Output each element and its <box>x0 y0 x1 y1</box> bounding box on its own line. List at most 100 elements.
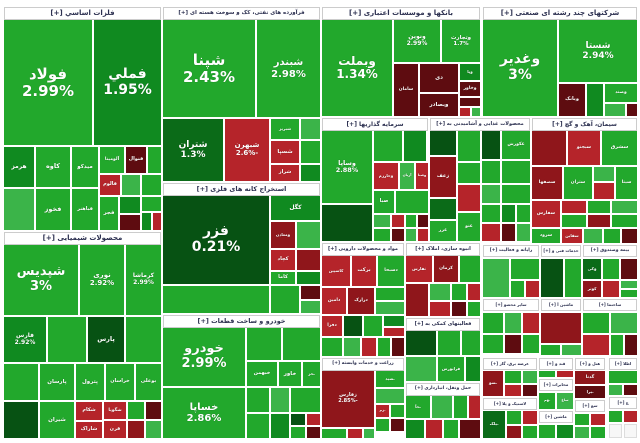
sector-header[interactable]: ع [+] <box>609 397 637 409</box>
stock-tile[interactable] <box>297 272 320 284</box>
stock-tile[interactable] <box>142 175 161 195</box>
stock-tile[interactable] <box>4 189 34 230</box>
stock-tile[interactable]: شتران 1.3% <box>163 119 223 181</box>
stock-tile[interactable] <box>126 317 161 362</box>
stock-tile[interactable] <box>482 161 500 183</box>
stock-tile[interactable] <box>462 331 480 355</box>
stock-tile[interactable] <box>430 199 456 219</box>
stock-tile[interactable]: وساپا 2.88% <box>322 131 372 203</box>
stock-tile[interactable]: هرمز <box>4 147 34 187</box>
stock-tile[interactable]: ـسو <box>483 371 503 396</box>
sector-header[interactable]: لاستیک و پلا [+] <box>483 398 537 410</box>
stock-tile[interactable]: فملي 1.95% <box>94 20 161 145</box>
stock-tile[interactable] <box>604 229 620 243</box>
stock-tile[interactable] <box>297 250 320 270</box>
sector-header[interactable]: سع [+] <box>575 400 605 412</box>
stock-tile[interactable] <box>406 215 416 227</box>
stock-tile[interactable] <box>523 313 539 333</box>
stock-tile[interactable]: برکت <box>352 256 376 286</box>
stock-tile[interactable]: سشرق <box>602 131 637 165</box>
stock-tile[interactable] <box>376 389 404 403</box>
stock-tile[interactable] <box>583 335 609 355</box>
stock-tile[interactable] <box>376 302 404 314</box>
stock-tile[interactable]: فولاد 2.99% <box>4 20 92 145</box>
stock-tile[interactable]: پارسان <box>40 364 74 400</box>
stock-tile[interactable] <box>247 388 269 412</box>
stock-tile[interactable] <box>523 385 537 396</box>
stock-tile[interactable]: سقاین <box>562 229 582 243</box>
stock-tile[interactable] <box>532 131 566 165</box>
stock-tile[interactable] <box>396 191 428 213</box>
stock-tile[interactable] <box>392 215 404 227</box>
stock-tile[interactable] <box>603 259 619 279</box>
stock-tile[interactable] <box>128 421 144 438</box>
stock-tile[interactable] <box>426 420 442 438</box>
stock-tile[interactable] <box>624 411 637 422</box>
stock-tile[interactable]: فباهنر <box>72 189 98 230</box>
stock-tile[interactable] <box>392 338 404 356</box>
stock-tile[interactable] <box>539 371 555 377</box>
stock-tile[interactable] <box>307 427 320 438</box>
stock-tile[interactable] <box>523 411 537 424</box>
sector-header[interactable]: فعالیتهای کمکی به [+] <box>406 318 480 331</box>
sector-header[interactable]: زراعت و خدمات وابسته [+] <box>322 358 404 371</box>
stock-tile[interactable] <box>247 414 269 438</box>
sector-header[interactable]: اطلا [+] <box>609 358 637 370</box>
stock-tile[interactable] <box>430 284 450 300</box>
stock-tile[interactable]: شبندر 2.98% <box>257 20 320 117</box>
stock-tile[interactable] <box>374 131 402 161</box>
stock-tile[interactable] <box>301 119 320 139</box>
stock-tile[interactable]: زعف <box>430 157 456 197</box>
stock-tile[interactable]: فزر 0.21% <box>163 196 269 284</box>
stock-tile[interactable]: وصنا <box>416 163 428 189</box>
stock-tile[interactable] <box>523 335 539 353</box>
stock-tile[interactable] <box>591 427 605 438</box>
stock-tile[interactable]: ستران <box>564 167 592 199</box>
stock-tile[interactable] <box>430 131 456 155</box>
stock-tile[interactable] <box>438 331 460 355</box>
stock-tile[interactable] <box>452 302 466 316</box>
stock-tile[interactable] <box>517 205 530 222</box>
stock-tile[interactable] <box>588 215 610 227</box>
stock-tile[interactable] <box>523 426 537 438</box>
stock-tile[interactable] <box>418 229 428 241</box>
stock-tile[interactable] <box>460 256 480 282</box>
stock-tile[interactable] <box>364 429 374 438</box>
stock-tile[interactable] <box>557 425 573 438</box>
stock-tile[interactable] <box>625 335 637 355</box>
stock-tile[interactable]: ـصید <box>376 371 404 387</box>
stock-tile[interactable] <box>146 402 161 419</box>
stock-tile[interactable] <box>374 215 390 227</box>
stock-tile[interactable] <box>609 385 622 395</box>
sector-header[interactable]: انبوه سازی، املاک [+] <box>406 243 480 256</box>
stock-tile[interactable] <box>146 421 161 438</box>
stock-tile[interactable]: غزر <box>430 221 456 241</box>
stock-tile[interactable]: ـحآ <box>406 396 430 418</box>
stock-tile[interactable] <box>378 338 390 356</box>
stock-tile[interactable] <box>502 185 530 203</box>
stock-tile[interactable] <box>142 213 151 230</box>
stock-tile[interactable]: صبا <box>374 191 394 213</box>
stock-tile[interactable] <box>4 364 38 400</box>
stock-tile[interactable]: خودرو 2.99% <box>163 328 245 386</box>
stock-tile[interactable]: شبهرن -2.6% <box>225 119 269 181</box>
sector-header[interactable]: خدمات فنی و [+] <box>541 245 581 257</box>
stock-tile[interactable] <box>575 427 589 438</box>
sector-header[interactable]: محصولات غذایی و آشامیدنی به [+] <box>430 118 530 131</box>
stock-tile[interactable]: شکام <box>76 402 102 420</box>
stock-tile[interactable] <box>621 290 637 297</box>
stock-tile[interactable]: فخوز <box>36 189 70 230</box>
stock-tile[interactable]: خساپا 2.86% <box>163 388 245 438</box>
stock-tile[interactable] <box>271 286 299 313</box>
stock-tile[interactable] <box>376 419 389 431</box>
stock-tile[interactable] <box>364 316 382 336</box>
sector-header[interactable]: فرآورده های نفتی، کک و سوخت هسته ای [+] <box>163 7 320 20</box>
stock-tile[interactable]: ساغ <box>557 393 573 409</box>
stock-tile[interactable] <box>406 284 428 316</box>
stock-tile[interactable]: شستا 2.94% <box>559 20 637 82</box>
stock-tile[interactable]: پارس <box>88 317 124 362</box>
stock-tile[interactable]: وپا <box>460 64 480 80</box>
stock-tile[interactable]: ـخز <box>303 362 320 386</box>
stock-tile[interactable] <box>392 229 404 241</box>
stock-tile[interactable] <box>348 429 362 438</box>
